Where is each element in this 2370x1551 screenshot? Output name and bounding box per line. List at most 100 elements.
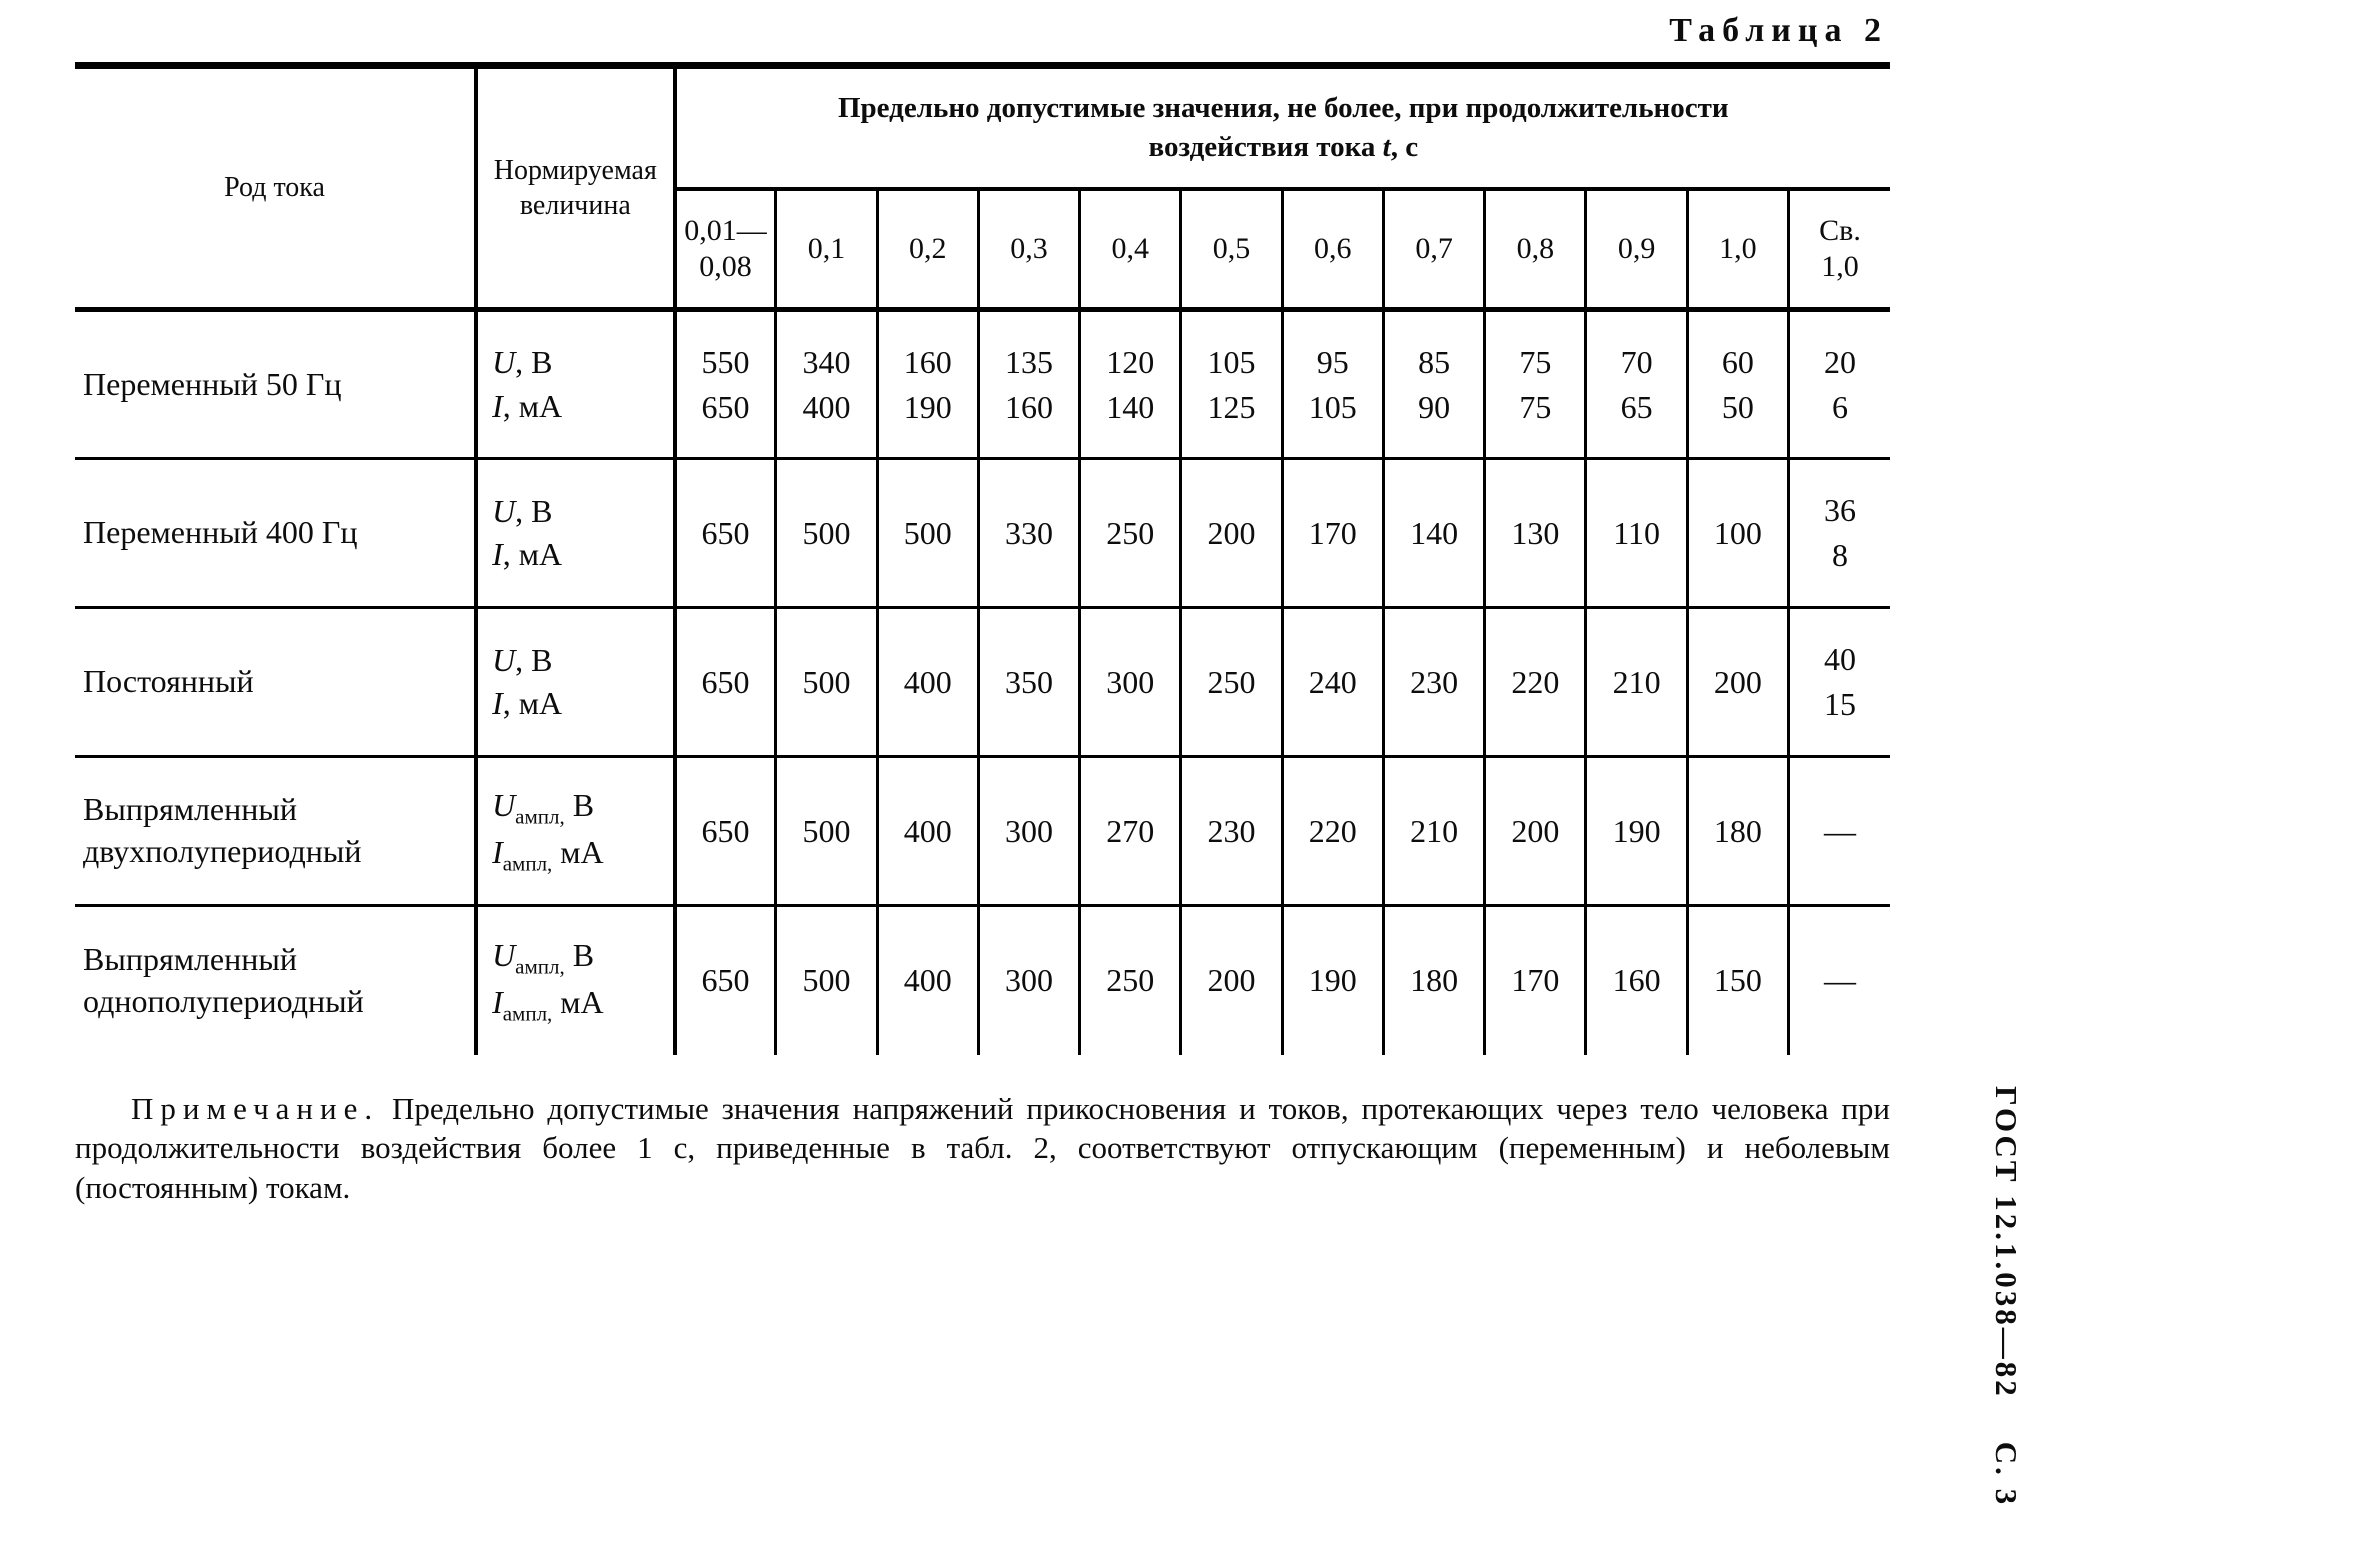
value-cell: 36 8 [1787, 457, 1890, 608]
header-normalized-quantity: Нормируемая величина [474, 65, 675, 312]
value-cell: 340 400 [774, 308, 878, 459]
value-cell: 400 [875, 755, 979, 906]
value-cell: 500 [774, 904, 878, 1055]
span-header-text: Предельно допустимые значения, не более,… [838, 91, 1729, 163]
value-cell: 300 [976, 904, 1080, 1055]
value-cell: 300 [976, 755, 1080, 906]
value-cell: 500 [774, 606, 878, 757]
header-span-limits: Предельно допустимые значения, не более,… [672, 65, 1890, 191]
value-cell: 200 [1685, 606, 1789, 757]
value-cell: 240 [1280, 606, 1384, 757]
note-lead: Примечание. [131, 1090, 380, 1126]
time-column-header: Св. 1,0 [1787, 189, 1890, 312]
value-cell: 105 125 [1179, 308, 1283, 459]
value-cell: 135 160 [976, 308, 1080, 459]
value-cell: 75 75 [1483, 308, 1586, 459]
table-row: Выпрямленный однополупериодный Uампл, В Iам… [75, 904, 1890, 1055]
value-cell: 500 [875, 457, 979, 608]
time-column-header: 0,6 [1280, 189, 1384, 312]
value-cell: 170 [1483, 904, 1586, 1055]
time-column-header: 0,8 [1483, 189, 1586, 312]
note-text: Предельно допустимые значения напряжений… [75, 1090, 1890, 1206]
value-cell: 200 [1483, 755, 1586, 906]
limits-table: Род тока Нормируемая величина Предельно … [75, 62, 1890, 1055]
value-cell: 230 [1381, 606, 1485, 757]
note-paragraph: Примечание. Предельно допустимые значени… [75, 1089, 1890, 1209]
value-cell: 60 50 [1685, 308, 1789, 459]
time-column-header: 1,0 [1685, 189, 1789, 312]
value-cell: 220 [1280, 755, 1384, 906]
value-cell: 40 15 [1787, 606, 1890, 757]
header-current-kind: Род тока [75, 65, 477, 312]
time-column-header: 0,7 [1381, 189, 1485, 312]
value-cell: 650 [672, 904, 776, 1055]
value-cell: 210 [1381, 755, 1485, 906]
value-cell: 300 [1078, 606, 1181, 757]
normalized-quantity-cell: U, В I, мА [474, 606, 675, 757]
table-row: Переменный 50 Гц U, В I, мА 550 650 340 400 160… [75, 308, 1890, 459]
value-cell: 650 [672, 606, 776, 757]
table-row: Постоянный U, В I, мА 650 500 400 350 300 250 240… [75, 606, 1890, 757]
normalized-quantity-cell: U, В I, мА [474, 457, 675, 608]
value-cell: 180 [1685, 755, 1789, 906]
value-cell: 230 [1179, 755, 1283, 906]
normalized-quantity-cell: Uампл, В Iампл, мА [474, 755, 675, 906]
header-row-top: Род тока Нормируемая величина Предельно … [75, 65, 1890, 312]
value-cell: 210 [1584, 606, 1688, 757]
time-column-header: 0,1 [774, 189, 878, 312]
value-cell: 200 [1179, 904, 1283, 1055]
time-column-header: 0,01— 0,08 [672, 189, 776, 312]
value-cell: 140 [1381, 457, 1485, 608]
time-header-row: 0,01— 0,08 0,1 0,2 0,3 0,4 0,5 0,6 0,7 0,8 0,9 1,0 С… [75, 189, 1890, 312]
table-row: Выпрямленный двухполупериодный Uампл, В Iам… [75, 755, 1890, 906]
value-cell: 270 [1078, 755, 1181, 906]
value-cell: 120 140 [1078, 308, 1181, 459]
table-title: Таблица 2 [1669, 12, 1888, 49]
current-kind-cell: Выпрямленный двухполупериодный [75, 755, 477, 906]
time-column-header: 0,5 [1179, 189, 1283, 312]
value-cell: 170 [1280, 457, 1384, 608]
current-kind-cell: Выпрямленный однополупериодный [75, 904, 477, 1055]
current-kind-cell: Постоянный [75, 606, 477, 757]
time-column-header: 0,9 [1584, 189, 1688, 312]
value-cell: 160 [1584, 904, 1688, 1055]
value-cell: 250 [1078, 904, 1181, 1055]
value-cell: 550 650 [672, 308, 776, 459]
gost-standard-side-label: ГОСТ 12.1.038—82 С. 3 [1989, 1086, 2024, 1508]
span-header-symbol: t [1382, 131, 1391, 163]
value-cell: 330 [976, 457, 1080, 608]
value-cell: 110 [1584, 457, 1688, 608]
value-cell: 220 [1483, 606, 1586, 757]
value-cell: 20 6 [1787, 308, 1890, 459]
value-cell: 200 [1179, 457, 1283, 608]
current-kind-cell: Переменный 50 Гц [75, 308, 477, 459]
span-header-tail: , с [1390, 131, 1419, 163]
value-cell: 85 90 [1381, 308, 1485, 459]
current-kind-cell: Переменный 400 Гц [75, 457, 477, 608]
value-cell: 190 [1280, 904, 1384, 1055]
value-cell: 130 [1483, 457, 1586, 608]
value-cell: 250 [1078, 457, 1181, 608]
value-cell: 500 [774, 457, 878, 608]
value-cell: 70 65 [1584, 308, 1688, 459]
normalized-quantity-cell: U, В I, мА [474, 308, 675, 459]
value-cell: 400 [875, 606, 979, 757]
time-column-header: 0,4 [1078, 189, 1181, 312]
value-cell: 350 [976, 606, 1080, 757]
table-body: Переменный 50 Гц U, В I, мА 550 650 340 400 160… [75, 308, 1890, 1055]
value-cell: 400 [875, 904, 979, 1055]
value-cell: — [1787, 755, 1890, 906]
value-cell: 160 190 [875, 308, 979, 459]
document-page: Таблица 2 Род тока Нормируемая величина … [75, 12, 1890, 1208]
time-column-header: 0,3 [976, 189, 1080, 312]
value-cell: 500 [774, 755, 878, 906]
table-header: Род тока Нормируемая величина Предельно … [75, 65, 1890, 312]
time-column-header: 0,2 [875, 189, 979, 312]
value-cell: 150 [1685, 904, 1789, 1055]
table-row: Переменный 400 Гц U, В I, мА 650 500 500 330 25… [75, 457, 1890, 608]
normalized-quantity-cell: Uампл, В Iампл, мА [474, 904, 675, 1055]
value-cell: 100 [1685, 457, 1789, 608]
value-cell: 250 [1179, 606, 1283, 757]
value-cell: 180 [1381, 904, 1485, 1055]
value-cell: 650 [672, 457, 776, 608]
